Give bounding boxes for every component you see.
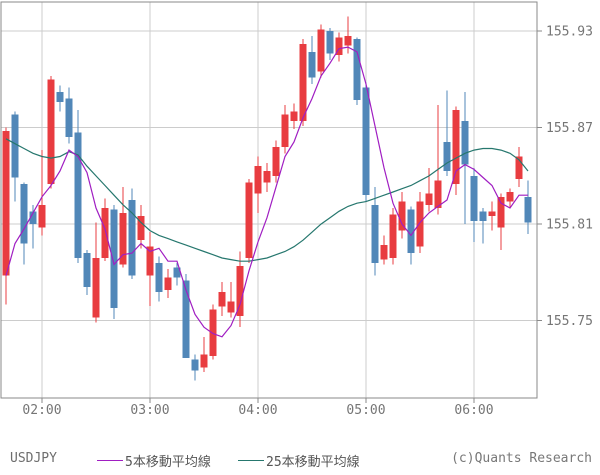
candle-body [461,121,469,165]
symbol-label: USDJPY [10,451,57,466]
candle-body [155,262,163,292]
candle-body [227,301,235,313]
candle-body [245,182,253,258]
candle-body [299,43,307,122]
candle-body [200,354,208,368]
candle-body [371,204,379,263]
x-axis-label: 04:00 [238,403,277,418]
candle-body [452,109,460,184]
ma5-line [5,46,528,338]
candle-body [317,29,325,72]
plot-border [0,1,538,399]
candle-body [83,253,91,287]
candle-body [434,180,442,209]
candle-body [380,245,388,260]
candle-body [389,214,397,258]
candle-body [101,208,109,258]
candle-body [110,209,118,308]
candle-body [515,156,523,179]
candle-body [20,183,28,244]
candle-body [353,39,361,101]
candle-body [425,193,433,205]
candle-body [470,175,478,221]
candle-body [488,211,496,217]
x-axis-label: 06:00 [454,403,493,418]
candle-body [263,171,271,183]
candle-body [524,196,532,223]
candle-body [2,130,10,276]
candle-body [56,92,64,102]
candle-body [236,266,244,316]
candle-body [38,204,46,228]
x-axis-label: 02:00 [22,403,61,418]
candle-body [47,79,55,184]
candles-layer [2,16,532,381]
candle-body [344,35,352,46]
candle-body [119,212,127,265]
candle-body [416,201,424,247]
candle-body [128,200,136,276]
ma5-line-swatch [97,460,123,461]
candle-body [137,216,145,241]
y-axis-label: 155.87 [546,121,593,136]
candle-body [308,51,316,78]
copyright-label: (c)Quants Research [451,451,592,466]
candle-body [209,309,217,357]
candle-body [164,277,172,291]
candle-body [443,142,451,171]
ma5-legend-label: 5本移動平均線 [125,455,211,470]
ma25-line-swatch [238,460,264,461]
candle-body [191,359,199,371]
candle-body [506,192,514,202]
candle-body [146,246,154,276]
ma25-legend-label: 25本移動平均線 [266,455,360,470]
ma25-line [5,138,529,262]
candle-body [11,114,19,178]
x-axis-label: 05:00 [346,403,385,418]
candle-body [92,258,100,318]
candle-body [362,87,370,196]
y-axis-label: 155.93 [546,25,593,40]
candle-body [254,166,262,194]
legend-item-ma5: 5本移動平均線 [97,451,211,470]
y-axis-label: 155.75 [546,314,593,329]
candle-body [479,211,487,221]
y-axis-label: 155.81 [546,218,593,233]
candle-body [74,132,82,258]
candle-body [326,31,334,54]
candle-body [335,37,343,56]
candle-body [398,201,406,231]
candle-body [281,114,289,147]
candle-body [29,211,37,225]
candle-body [218,291,226,307]
candle-body [407,209,415,254]
legend-item-ma25: 25本移動平均線 [238,451,360,470]
candle-body [173,267,181,278]
candle-body [497,196,505,228]
candle-body [182,280,190,358]
candle-body [272,146,280,176]
candle-body [65,98,73,138]
price-chart: 155.93 155.87 155.81 155.75 02:00 03:00 04:00 0… [0,1,593,418]
candle-body [290,111,298,122]
x-axis-label: 03:00 [130,403,169,418]
